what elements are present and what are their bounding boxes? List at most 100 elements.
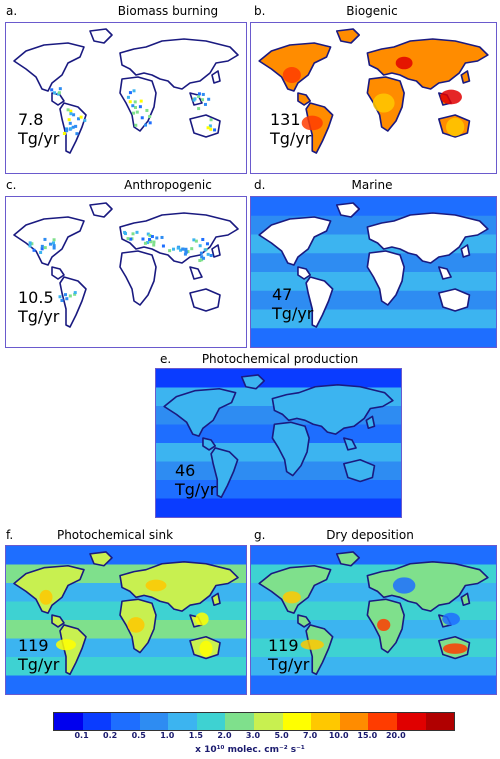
grid-cell [198, 244, 202, 248]
grid-cell [148, 121, 152, 125]
grid-cell [39, 250, 43, 254]
world-map [6, 546, 246, 694]
continent-outline [305, 624, 334, 676]
grid-cell [145, 241, 149, 245]
field-band [251, 197, 496, 217]
grid-cell [203, 102, 207, 106]
grid-cell [155, 236, 159, 240]
colorbar-tick-label: 7.0 [303, 731, 318, 740]
world-map [6, 197, 246, 347]
grid-cell [148, 115, 152, 119]
grid-cell [50, 88, 54, 92]
grid-cell [126, 237, 130, 241]
continent-outline [335, 551, 361, 567]
grid-cell [69, 127, 73, 131]
grid-cell [206, 252, 210, 256]
grid-cell [201, 237, 205, 241]
grid-cell [77, 117, 81, 121]
field-hotspot [282, 66, 301, 84]
continent-outline [335, 28, 361, 44]
field-hotspot [392, 577, 416, 594]
grid-cell [64, 127, 68, 131]
colorbar-segment [282, 713, 312, 730]
grid-cell [197, 94, 201, 98]
grid-cell [193, 97, 197, 101]
grid-cell [28, 244, 32, 248]
map-frame [5, 545, 247, 695]
grid-cell [68, 121, 72, 125]
colorbar-tick-label: 20.0 [385, 731, 406, 740]
panel-letter: b. [254, 4, 266, 18]
grid-cell [131, 104, 135, 108]
grid-cell [208, 124, 212, 128]
grid-cell [181, 247, 185, 251]
grid-cell [184, 250, 188, 254]
continent-outline [366, 38, 489, 90]
colorbar-segment [254, 713, 283, 730]
emission-total: 10.5 Tg/yr [18, 288, 59, 326]
panel-letter: a. [6, 4, 18, 18]
panel-letter: c. [6, 178, 17, 192]
field-hotspot [442, 612, 460, 626]
colorbar-tick-label: 0.2 [103, 731, 118, 740]
panel-title: Photochemical sink [56, 528, 174, 542]
world-map [251, 23, 496, 173]
continent-outline [438, 288, 471, 312]
emission-total: 46 Tg/yr [175, 461, 216, 499]
panel-title: Marine [351, 178, 393, 192]
panel-title: Biogenic [346, 4, 398, 18]
grid-cell [140, 116, 144, 120]
map-frame [250, 196, 497, 348]
grid-cell [52, 246, 56, 250]
grid-cell [149, 240, 153, 244]
grid-cell [209, 127, 213, 131]
grid-cell [146, 232, 150, 236]
field-hotspot [55, 639, 77, 651]
field-hotspot [446, 117, 465, 137]
colorbar [53, 712, 455, 731]
grid-cell [201, 98, 205, 102]
grid-cell [67, 118, 71, 122]
total-value: 47 [272, 285, 293, 304]
map-frame [250, 22, 497, 174]
continent-outline [460, 70, 471, 84]
continent-outline [189, 288, 221, 312]
continent-outline [335, 202, 361, 218]
world-map [251, 197, 496, 347]
total-unit: Tg/yr [270, 129, 312, 148]
grid-cell [192, 238, 196, 242]
field-hotspot [301, 115, 323, 131]
field-band [6, 546, 246, 565]
colorbar-tick-label: 0.1 [74, 731, 89, 740]
grid-cell [133, 100, 137, 104]
colorbar-tick-label: 2.0 [217, 731, 232, 740]
grid-cell [150, 235, 154, 239]
continent-outline [211, 592, 221, 606]
field-hotspot [195, 612, 209, 626]
total-unit: Tg/yr [272, 304, 314, 323]
continent-outline [89, 551, 113, 567]
continent-outline [258, 564, 332, 614]
grid-cell [213, 128, 217, 132]
colorbar-tick-label: 3.0 [245, 731, 261, 740]
field-hotspot [300, 639, 324, 650]
grid-cell [148, 234, 152, 238]
grid-cell [148, 238, 152, 242]
grid-cell [132, 89, 136, 93]
panel-letter: d. [254, 178, 266, 192]
continent-outline [89, 28, 113, 44]
continent-outline [460, 592, 471, 606]
continent-outline [189, 266, 203, 280]
colorbar-segment [54, 713, 83, 730]
total-value: 46 [175, 461, 196, 480]
grid-cell [69, 109, 73, 113]
grid-cell [160, 235, 164, 239]
grid-cell [171, 247, 175, 251]
colorbar-segment [425, 713, 455, 730]
grid-cell [132, 111, 136, 115]
grid-cell [133, 105, 137, 109]
grid-cell [183, 252, 187, 256]
continent-outline [163, 387, 237, 437]
grid-cell [43, 237, 47, 241]
field-band [251, 546, 496, 565]
